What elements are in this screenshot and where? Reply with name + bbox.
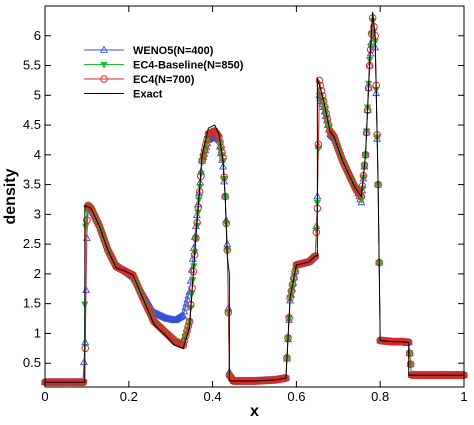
series-line-ec4-baseline <box>45 20 464 383</box>
x-tick-label: 0.2 <box>120 389 138 404</box>
y-tick-label: 5 <box>34 87 41 102</box>
data-point-weno5 <box>154 310 163 318</box>
data-point-ec4 <box>331 136 340 145</box>
series-line-exact <box>45 11 464 383</box>
data-point-weno5 <box>180 307 189 315</box>
plot-layer <box>41 11 468 387</box>
data-point-weno5 <box>178 311 187 319</box>
data-point-weno5 <box>179 311 188 319</box>
data-point-ec4 <box>224 308 233 317</box>
data-point-weno5 <box>181 303 190 311</box>
data-point-weno5 <box>152 309 160 317</box>
y-tick-label: 1 <box>34 325 41 340</box>
x-tick-label: 0 <box>41 389 48 404</box>
data-point-ec4 <box>329 131 337 140</box>
legend-item-ec4: EC4(N=700) <box>84 74 195 86</box>
y-tick-label: 6 <box>34 28 41 43</box>
data-point-ec4 <box>95 222 104 231</box>
legend-item-exact: Exact <box>84 89 163 101</box>
legend-label-exact: Exact <box>133 89 163 101</box>
data-point-ec4 <box>98 229 106 237</box>
x-tick-label: 0.8 <box>371 389 389 404</box>
data-point-weno5 <box>357 198 366 206</box>
legend: WENO5(N=400) EC4-Baseline(N=850) EC4(N=700… <box>84 45 244 101</box>
data-point-ec4 <box>310 253 318 262</box>
plot-frame <box>44 5 465 388</box>
x-tick-label: 0.6 <box>287 389 305 404</box>
legend-label-ec4-baseline: EC4-Baseline(N=850) <box>133 60 244 72</box>
data-point-ec4-baseline <box>81 223 90 231</box>
data-point-ec4 <box>184 322 193 331</box>
data-point-ec4 <box>332 139 341 148</box>
legend-marker-weno5 <box>100 45 108 53</box>
data-point-ec4 <box>200 146 209 154</box>
legend-item-weno5: WENO5(N=400) <box>84 45 214 57</box>
data-point-weno5 <box>153 309 162 317</box>
legend-marker-ec4-baseline <box>100 61 108 69</box>
data-point-ec4 <box>356 190 364 199</box>
series-ec4-baseline <box>41 18 468 387</box>
legend-item-ec4-baseline: EC4-Baseline(N=850) <box>84 60 244 72</box>
data-point-ec4 <box>336 150 344 158</box>
legend-label-ec4: EC4(N=700) <box>133 74 195 86</box>
series-line-weno5 <box>45 29 464 383</box>
data-point-ec4 <box>83 216 91 225</box>
y-tick-label: 3 <box>34 206 41 221</box>
data-point-ec4 <box>333 143 342 151</box>
data-point-ec4 <box>217 143 225 152</box>
legend-marker-ec4 <box>100 75 108 83</box>
data-point-ec4 <box>312 228 321 237</box>
series-weno5 <box>41 25 468 385</box>
data-point-ec4 <box>100 236 109 244</box>
data-point-ec4 <box>330 133 338 141</box>
series-line-ec4 <box>45 17 464 383</box>
data-point-weno5 <box>160 313 169 321</box>
x-axis-label: x <box>250 403 259 420</box>
data-point-weno5 <box>155 310 164 318</box>
ticks-layer: 0 0.2 0.4 0.6 0.8 1 0.5 1 1.5 2 2.5 3 3.5 4 4.5 5 5.5 6 <box>23 6 468 404</box>
y-tick-label: 0.5 <box>23 355 41 370</box>
data-point-weno5 <box>176 312 185 321</box>
y-tick-label: 3.5 <box>23 177 41 192</box>
y-tick-label: 4 <box>34 147 41 162</box>
data-point-weno5 <box>184 291 193 299</box>
y-tick-label: 1.5 <box>23 296 41 311</box>
y-tick-label: 5.5 <box>23 58 41 73</box>
data-point-weno5 <box>159 312 168 320</box>
series-ec4 <box>41 14 468 387</box>
x-tick-label: 0.4 <box>204 389 222 404</box>
legend-label-weno5: WENO5(N=400) <box>133 45 214 57</box>
series-exact <box>45 11 464 383</box>
data-point-weno5 <box>183 295 192 303</box>
data-point-ec4 <box>405 349 414 358</box>
data-point-ec4 <box>318 92 327 100</box>
data-point-ec4 <box>199 151 208 160</box>
data-point-ec4 <box>335 146 343 155</box>
data-point-weno5 <box>158 312 167 320</box>
data-point-ec4 <box>101 239 110 248</box>
x-tick-label: 1 <box>460 389 467 404</box>
y-tick-label: 2.5 <box>23 236 41 251</box>
data-point-ec4 <box>314 140 323 149</box>
data-point-weno5 <box>157 311 166 319</box>
y-tick-label: 2 <box>34 266 41 281</box>
data-point-ec4 <box>96 225 105 234</box>
data-point-ec4 <box>308 254 317 263</box>
data-point-ec4 <box>99 232 107 241</box>
y-axis-label: density <box>2 168 19 224</box>
data-point-ec4 <box>202 140 210 149</box>
data-point-ec4 <box>311 252 320 260</box>
data-point-ec4 <box>406 360 415 368</box>
data-point-weno5 <box>177 312 186 320</box>
data-point-weno5 <box>156 311 165 319</box>
y-tick-label: 4.5 <box>23 117 41 132</box>
